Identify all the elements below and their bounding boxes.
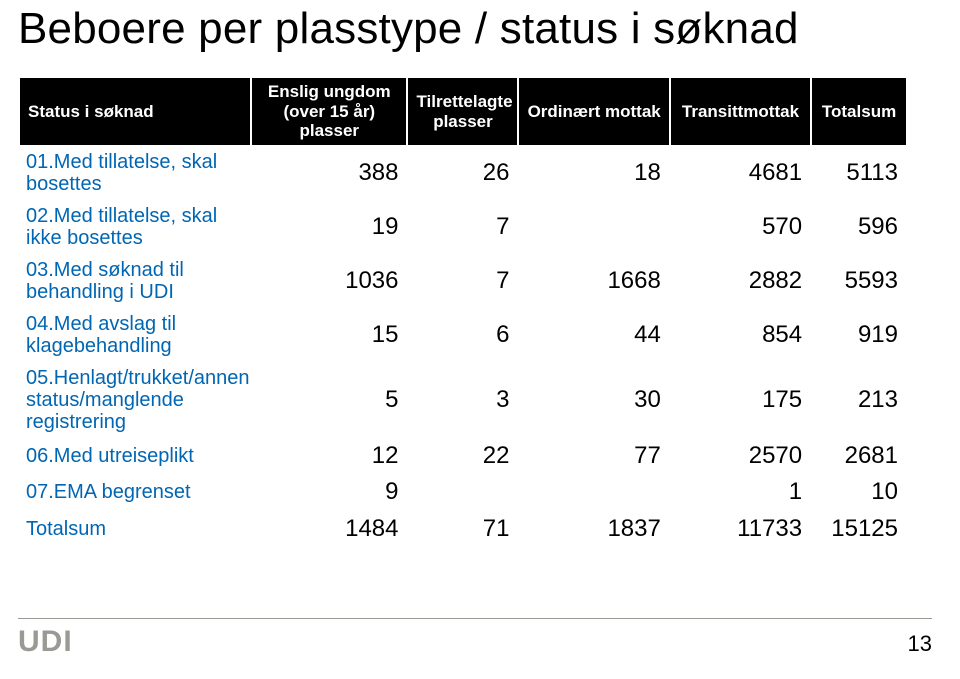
table-row: 02.Med tillatelse, skal ikke bosettes 19… xyxy=(19,200,907,254)
footer-divider xyxy=(18,618,932,619)
cell: 44 xyxy=(518,308,669,362)
cell: 22 xyxy=(407,438,518,474)
cell: 12 xyxy=(251,438,407,474)
cell: 5 xyxy=(251,362,407,438)
cell: 6 xyxy=(407,308,518,362)
table-row: 07.EMA begrenset 9 1 10 xyxy=(19,474,907,510)
udi-logo: UDI xyxy=(18,627,73,657)
table-row: 03.Med søknad til behandling i UDI 1036 … xyxy=(19,254,907,308)
col-header-c3: Ordinært mottak xyxy=(518,77,669,146)
table-row: 05.Henlagt/trukket/annen status/manglend… xyxy=(19,362,907,438)
cell: 570 xyxy=(670,200,811,254)
row-label: 02.Med tillatelse, skal ikke bosettes xyxy=(19,200,251,254)
cell: 919 xyxy=(811,308,907,362)
table-row: 01.Med tillatelse, skal bosettes 388 26 … xyxy=(19,146,907,200)
cell: 1837 xyxy=(518,511,669,547)
col-header-c1: Enslig ungdom (over 15 år) plasser xyxy=(251,77,407,146)
cell xyxy=(518,474,669,510)
cell: 2681 xyxy=(811,438,907,474)
cell: 175 xyxy=(670,362,811,438)
status-table: Status i søknad Enslig ungdom (over 15 å… xyxy=(18,76,908,548)
cell: 77 xyxy=(518,438,669,474)
cell: 1484 xyxy=(251,511,407,547)
footer: UDI 13 xyxy=(18,627,932,657)
row-label: 04.Med avslag til klagebehandling xyxy=(19,308,251,362)
cell: 3 xyxy=(407,362,518,438)
row-label: 01.Med tillatelse, skal bosettes xyxy=(19,146,251,200)
cell: 15125 xyxy=(811,511,907,547)
cell: 1668 xyxy=(518,254,669,308)
cell: 5593 xyxy=(811,254,907,308)
col-header-status: Status i søknad xyxy=(19,77,251,146)
row-label: 03.Med søknad til behandling i UDI xyxy=(19,254,251,308)
row-label: 05.Henlagt/trukket/annen status/manglend… xyxy=(19,362,251,438)
cell: 71 xyxy=(407,511,518,547)
cell: 7 xyxy=(407,200,518,254)
cell: 7 xyxy=(407,254,518,308)
page-number: 13 xyxy=(908,631,932,657)
cell: 1036 xyxy=(251,254,407,308)
cell: 2570 xyxy=(670,438,811,474)
cell: 5113 xyxy=(811,146,907,200)
table-row: 04.Med avslag til klagebehandling 15 6 4… xyxy=(19,308,907,362)
cell: 11733 xyxy=(670,511,811,547)
cell: 596 xyxy=(811,200,907,254)
col-header-c5: Totalsum xyxy=(811,77,907,146)
cell: 30 xyxy=(518,362,669,438)
cell: 19 xyxy=(251,200,407,254)
page-title: Beboere per plasstype / status i søknad xyxy=(18,6,942,52)
table-header-row: Status i søknad Enslig ungdom (over 15 å… xyxy=(19,77,907,146)
slide: Beboere per plasstype / status i søknad … xyxy=(0,0,960,679)
cell: 4681 xyxy=(670,146,811,200)
row-label: Totalsum xyxy=(19,511,251,547)
cell xyxy=(407,474,518,510)
logo-text: UDI xyxy=(18,627,73,657)
cell: 15 xyxy=(251,308,407,362)
cell: 2882 xyxy=(670,254,811,308)
cell: 10 xyxy=(811,474,907,510)
table-row: 06.Med utreiseplikt 12 22 77 2570 2681 xyxy=(19,438,907,474)
cell: 213 xyxy=(811,362,907,438)
cell: 388 xyxy=(251,146,407,200)
cell: 1 xyxy=(670,474,811,510)
col-header-c2: Tilrettelagte plasser xyxy=(407,77,518,146)
cell: 18 xyxy=(518,146,669,200)
cell xyxy=(518,200,669,254)
row-label: 07.EMA begrenset xyxy=(19,474,251,510)
row-label: 06.Med utreiseplikt xyxy=(19,438,251,474)
cell: 9 xyxy=(251,474,407,510)
table-body: 01.Med tillatelse, skal bosettes 388 26 … xyxy=(19,146,907,547)
cell: 854 xyxy=(670,308,811,362)
col-header-c4: Transittmottak xyxy=(670,77,811,146)
cell: 26 xyxy=(407,146,518,200)
table-row-total: Totalsum 1484 71 1837 11733 15125 xyxy=(19,511,907,547)
